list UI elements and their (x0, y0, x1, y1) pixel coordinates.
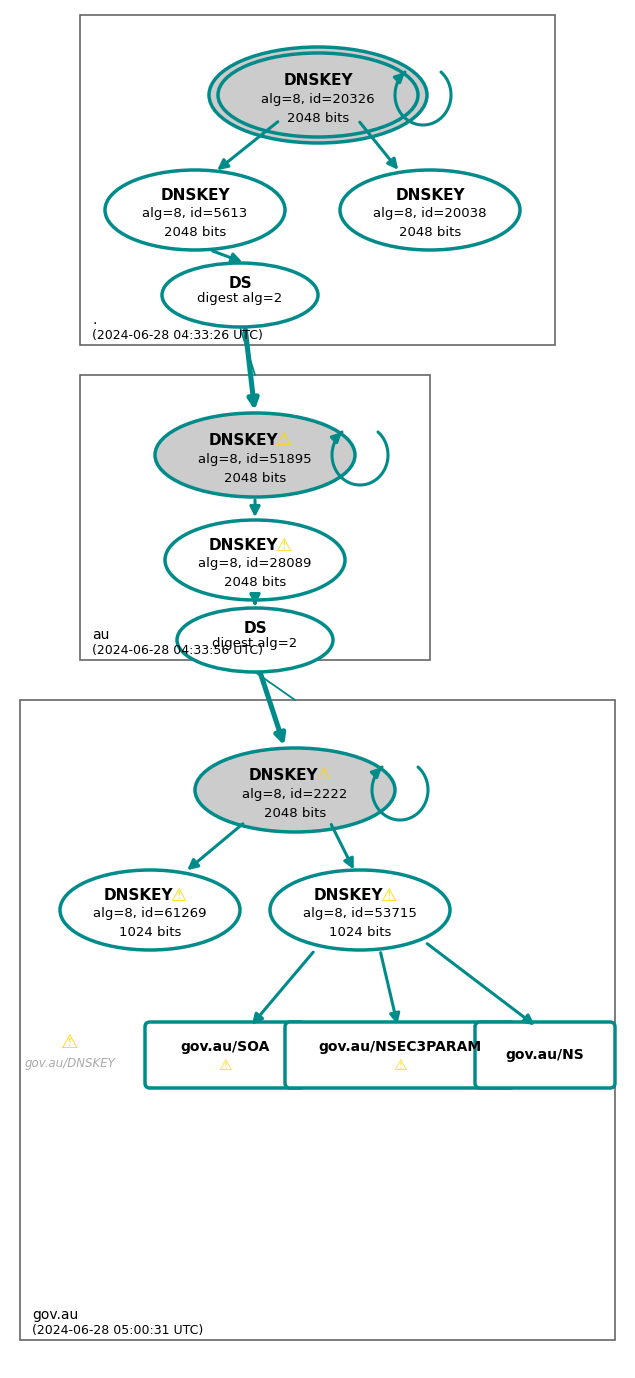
FancyBboxPatch shape (285, 1022, 515, 1089)
Text: DNSKEY: DNSKEY (103, 889, 173, 904)
Text: DNSKEY: DNSKEY (283, 73, 353, 88)
Text: DNSKEY: DNSKEY (208, 539, 278, 554)
Ellipse shape (209, 47, 427, 143)
Text: 2048 bits: 2048 bits (224, 576, 286, 588)
Text: ⚠: ⚠ (315, 766, 331, 784)
Text: DS: DS (243, 621, 267, 637)
Text: 1024 bits: 1024 bits (329, 926, 391, 938)
Ellipse shape (218, 52, 418, 136)
Text: 2048 bits: 2048 bits (164, 226, 226, 238)
Ellipse shape (105, 169, 285, 249)
Text: (2024-06-28 04:33:26 UTC): (2024-06-28 04:33:26 UTC) (92, 329, 263, 342)
Text: alg=8, id=53715: alg=8, id=53715 (303, 908, 417, 921)
Text: au: au (92, 628, 109, 642)
Ellipse shape (340, 169, 520, 249)
Text: ⚠: ⚠ (393, 1057, 407, 1072)
Text: digest alg=2: digest alg=2 (197, 292, 283, 305)
Ellipse shape (195, 748, 395, 832)
Text: DNSKEY: DNSKEY (313, 889, 383, 904)
Ellipse shape (155, 413, 355, 497)
Text: ⚠: ⚠ (218, 1057, 232, 1072)
FancyBboxPatch shape (475, 1022, 615, 1089)
Text: gov.au/NSEC3PARAM: gov.au/NSEC3PARAM (318, 1040, 481, 1054)
Text: 2048 bits: 2048 bits (399, 226, 461, 238)
Text: gov.au/SOA: gov.au/SOA (180, 1040, 270, 1054)
Text: alg=8, id=20326: alg=8, id=20326 (261, 92, 375, 106)
Text: alg=8, id=20038: alg=8, id=20038 (373, 208, 487, 220)
Text: 1024 bits: 1024 bits (119, 926, 181, 938)
Text: DS: DS (228, 277, 252, 291)
Text: (2024-06-28 05:00:31 UTC): (2024-06-28 05:00:31 UTC) (32, 1324, 203, 1337)
Text: DNSKEY: DNSKEY (248, 768, 318, 783)
Bar (20, 700, 615, 1339)
FancyBboxPatch shape (145, 1022, 305, 1089)
Text: alg=8, id=2222: alg=8, id=2222 (243, 788, 348, 801)
Text: DNSKEY: DNSKEY (160, 189, 230, 204)
Text: ⚠: ⚠ (61, 1034, 79, 1053)
Text: (2024-06-28 04:33:56 UTC): (2024-06-28 04:33:56 UTC) (92, 644, 263, 657)
Text: 2048 bits: 2048 bits (264, 806, 326, 820)
Text: ⚠: ⚠ (170, 887, 186, 905)
Text: gov.au: gov.au (32, 1308, 78, 1322)
Ellipse shape (60, 870, 240, 949)
Text: digest alg=2: digest alg=2 (212, 637, 298, 649)
Text: ⚠: ⚠ (275, 537, 291, 555)
Ellipse shape (177, 608, 333, 672)
Ellipse shape (165, 520, 345, 599)
Text: 2048 bits: 2048 bits (224, 471, 286, 485)
Bar (80, 375, 430, 660)
Text: alg=8, id=61269: alg=8, id=61269 (93, 908, 207, 921)
Text: gov.au/NS: gov.au/NS (505, 1049, 584, 1062)
Text: .: . (92, 313, 97, 327)
Text: DNSKEY: DNSKEY (208, 433, 278, 448)
Text: gov.au/DNSKEY: gov.au/DNSKEY (25, 1057, 116, 1069)
Text: ⚠: ⚠ (275, 431, 291, 449)
Text: 2048 bits: 2048 bits (287, 112, 349, 124)
Text: alg=8, id=28089: alg=8, id=28089 (198, 558, 312, 570)
Ellipse shape (270, 870, 450, 949)
Text: alg=8, id=51895: alg=8, id=51895 (198, 453, 312, 466)
Text: ⚠: ⚠ (380, 887, 396, 905)
Text: alg=8, id=5613: alg=8, id=5613 (142, 208, 248, 220)
Ellipse shape (162, 263, 318, 327)
Text: DNSKEY: DNSKEY (395, 189, 465, 204)
Bar (80, 15, 555, 344)
